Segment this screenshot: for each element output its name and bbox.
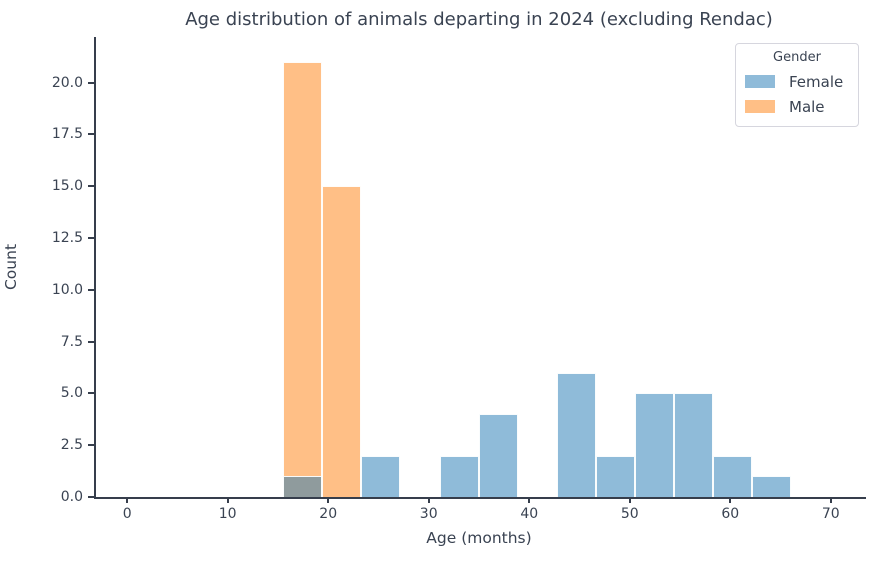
y-tick-mark xyxy=(88,288,94,291)
x-tick-mark xyxy=(628,497,631,503)
histogram-bar-female xyxy=(713,455,753,497)
x-tick-mark xyxy=(729,497,732,503)
histogram-bar-female xyxy=(283,476,323,497)
y-axis-label: Count xyxy=(2,243,20,291)
y-tick-mark xyxy=(88,496,94,498)
y-tick-mark xyxy=(88,340,94,343)
histogram-bar-female xyxy=(556,372,596,497)
x-axis-label: Age (months) xyxy=(426,529,532,547)
x-tick-mark xyxy=(126,497,129,503)
legend: Gender Female Male xyxy=(735,43,859,127)
y-tick-label: 20.0 xyxy=(51,74,83,91)
x-tick-label: 70 xyxy=(821,506,840,522)
histogram-bar-female xyxy=(635,393,675,497)
y-tick-mark xyxy=(88,444,94,447)
y-tick-label: 15.0 xyxy=(51,178,83,195)
y-tick-label: 7.5 xyxy=(60,333,83,350)
histogram-bar-female xyxy=(595,455,635,497)
legend-label: Female xyxy=(789,72,844,91)
x-tick-label: 30 xyxy=(419,506,438,522)
histogram-bar-male xyxy=(283,61,323,497)
legend-entries: Female Male xyxy=(736,69,858,119)
y-tick-label: 10.0 xyxy=(51,281,83,298)
x-tick-label: 20 xyxy=(319,506,338,522)
y-tick-mark xyxy=(88,81,94,84)
plot-area: 0 10 20 30 40 50 60 70 0.0 2.5 5.0 7.5 10.0 12.5 15.0 1… xyxy=(52,37,866,522)
y-tick-mark xyxy=(88,133,94,136)
histogram-bar-female xyxy=(439,455,479,497)
x-tick-label: 10 xyxy=(218,506,237,522)
legend-entry-female: Female xyxy=(736,69,858,94)
histogram-bar-female xyxy=(478,414,518,497)
histogram-bar-male xyxy=(322,186,362,497)
histogram-bar-female xyxy=(674,393,714,497)
y-tick-mark xyxy=(88,392,94,395)
y-tick-mark xyxy=(88,236,94,239)
legend-entry-male: Male xyxy=(736,94,858,119)
y-tick-label: 0.0 xyxy=(60,489,83,505)
histogram-bar-female xyxy=(361,455,401,497)
y-tick-label: 5.0 xyxy=(60,385,83,402)
y-tick-mark xyxy=(88,185,94,188)
x-tick-mark xyxy=(427,497,430,503)
x-tick-label: 50 xyxy=(620,506,639,522)
legend-swatch-icon xyxy=(745,75,775,88)
x-tick-mark xyxy=(327,497,330,503)
legend-swatch-icon xyxy=(745,100,775,113)
x-tick-mark xyxy=(829,497,832,503)
x-tick-mark xyxy=(528,497,531,503)
x-tick-label: 0 xyxy=(122,506,132,522)
y-tick-label: 12.5 xyxy=(51,229,83,246)
chart-title: Age distribution of animals departing in… xyxy=(185,9,773,30)
legend-title: Gender xyxy=(773,50,821,65)
x-tick-label: 60 xyxy=(721,506,740,522)
x-tick-label: 40 xyxy=(520,506,539,522)
legend-label: Male xyxy=(789,97,825,116)
y-tick-label: 2.5 xyxy=(60,437,83,454)
y-tick-label: 17.5 xyxy=(51,126,83,143)
histogram-bar-female xyxy=(752,476,792,497)
x-tick-mark xyxy=(226,497,229,503)
